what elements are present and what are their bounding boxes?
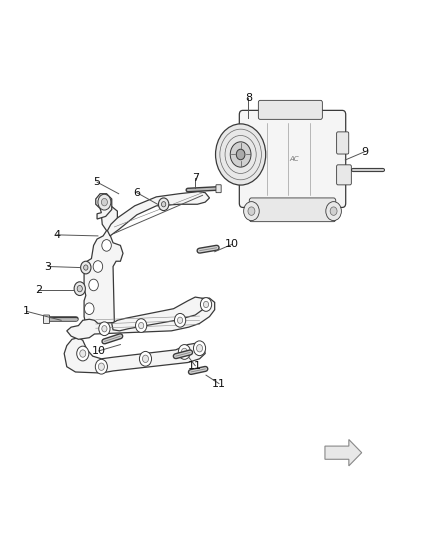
FancyBboxPatch shape bbox=[43, 315, 49, 324]
Circle shape bbox=[203, 301, 208, 308]
Polygon shape bbox=[325, 440, 362, 466]
Polygon shape bbox=[64, 338, 205, 373]
Text: 5: 5 bbox=[94, 177, 101, 187]
Circle shape bbox=[99, 363, 104, 370]
Circle shape bbox=[142, 355, 148, 362]
Polygon shape bbox=[96, 193, 112, 219]
Circle shape bbox=[84, 265, 88, 270]
FancyBboxPatch shape bbox=[249, 198, 336, 222]
Circle shape bbox=[162, 201, 166, 207]
Circle shape bbox=[80, 350, 86, 357]
Circle shape bbox=[178, 344, 191, 359]
Text: 9: 9 bbox=[362, 147, 369, 157]
Circle shape bbox=[77, 346, 89, 361]
FancyBboxPatch shape bbox=[258, 100, 322, 119]
Circle shape bbox=[89, 279, 99, 291]
Circle shape bbox=[135, 319, 147, 333]
FancyBboxPatch shape bbox=[239, 110, 346, 207]
Polygon shape bbox=[84, 206, 123, 333]
Text: 6: 6 bbox=[133, 188, 140, 198]
Text: 8: 8 bbox=[245, 93, 252, 103]
Circle shape bbox=[74, 282, 85, 295]
Circle shape bbox=[85, 303, 94, 314]
Circle shape bbox=[181, 348, 187, 356]
Polygon shape bbox=[67, 298, 215, 340]
Circle shape bbox=[93, 261, 102, 272]
Circle shape bbox=[215, 124, 266, 185]
Circle shape bbox=[159, 198, 169, 211]
Text: 4: 4 bbox=[53, 230, 60, 240]
Circle shape bbox=[197, 344, 202, 352]
Circle shape bbox=[139, 351, 152, 366]
Circle shape bbox=[326, 201, 341, 221]
Circle shape bbox=[77, 286, 82, 292]
Circle shape bbox=[95, 359, 107, 374]
Text: 2: 2 bbox=[35, 285, 42, 295]
Text: 10: 10 bbox=[225, 239, 239, 249]
Circle shape bbox=[99, 322, 110, 336]
Circle shape bbox=[201, 297, 212, 311]
Circle shape bbox=[177, 317, 183, 324]
Circle shape bbox=[236, 149, 245, 160]
Text: 1: 1 bbox=[23, 306, 30, 316]
Text: 3: 3 bbox=[45, 262, 52, 271]
FancyBboxPatch shape bbox=[337, 132, 349, 154]
Circle shape bbox=[194, 341, 205, 356]
Circle shape bbox=[102, 326, 107, 332]
Circle shape bbox=[81, 261, 91, 274]
Text: 11: 11 bbox=[212, 378, 226, 389]
Circle shape bbox=[98, 194, 111, 210]
Polygon shape bbox=[112, 297, 205, 331]
Circle shape bbox=[248, 207, 255, 215]
Circle shape bbox=[174, 313, 186, 327]
Circle shape bbox=[102, 240, 111, 251]
FancyBboxPatch shape bbox=[216, 185, 221, 192]
Circle shape bbox=[101, 198, 107, 206]
FancyBboxPatch shape bbox=[337, 165, 351, 185]
Circle shape bbox=[244, 201, 259, 221]
Text: 7: 7 bbox=[192, 173, 199, 183]
Circle shape bbox=[138, 322, 144, 329]
Polygon shape bbox=[107, 191, 209, 236]
Text: AC: AC bbox=[290, 156, 299, 162]
Text: 10: 10 bbox=[92, 346, 106, 356]
Circle shape bbox=[230, 142, 251, 167]
Circle shape bbox=[330, 207, 337, 215]
Text: 11: 11 bbox=[188, 361, 202, 370]
